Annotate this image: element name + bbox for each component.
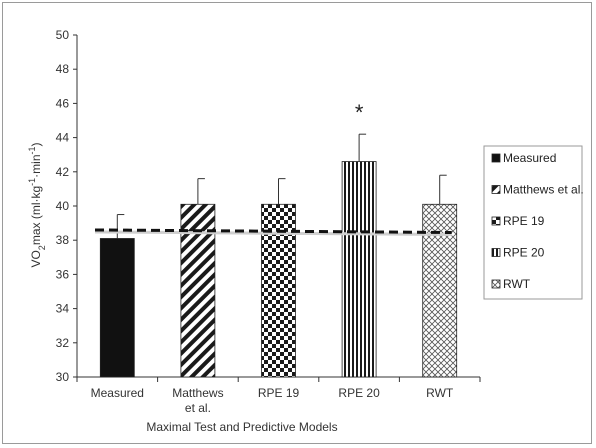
y-tick-label: 42 <box>56 165 70 179</box>
y-tick-labels: 30 32 34 36 38 40 42 44 46 48 50 <box>56 28 70 384</box>
error-bars <box>116 133 447 239</box>
y-tick-label: 34 <box>56 302 70 316</box>
category-label: Measured <box>91 386 144 400</box>
y-tick-label: 48 <box>56 62 70 76</box>
category-label: RPE 20 <box>338 386 380 400</box>
annotations: * <box>355 100 364 125</box>
axes <box>73 34 481 382</box>
significance-asterisk: * <box>355 100 364 125</box>
svg-text:VO2max (ml·kg-1·min-1): VO2max (ml·kg-1·min-1) <box>27 142 47 267</box>
y-axis-title: VO2max (ml·kg-1·min-1) <box>27 142 47 267</box>
reference-line <box>94 228 452 237</box>
y-tick-label: 32 <box>56 336 70 350</box>
legend-label: RPE 20 <box>503 246 545 260</box>
y-tick-label: 50 <box>56 28 70 42</box>
category-label: Matthews <box>172 386 223 400</box>
reference-line-shadow <box>94 230 452 237</box>
y-tick-label: 44 <box>56 131 70 145</box>
chart-frame <box>2 2 592 444</box>
legend-label: Measured <box>503 151 556 165</box>
legend-label: RWT <box>503 277 531 291</box>
y-tick-label: 46 <box>56 96 70 110</box>
reference-line-dashed <box>94 228 452 235</box>
category-label: RWT <box>426 386 454 400</box>
bar-4 <box>422 203 458 378</box>
category-label: et al. <box>185 401 211 415</box>
legend-swatch-1 <box>491 185 501 194</box>
legend-label: Matthews et al. <box>503 183 584 197</box>
legend-swatch-4 <box>491 279 501 289</box>
legend-label: RPE 19 <box>503 214 545 228</box>
y-tick-label: 30 <box>56 370 70 384</box>
bar-0 <box>99 238 135 378</box>
legend-swatch-3 <box>491 248 501 257</box>
legend-swatch-2 <box>491 216 501 226</box>
y-tick-label: 40 <box>56 199 70 213</box>
y-tick-label: 38 <box>56 233 70 247</box>
y-tick-label: 36 <box>56 267 70 281</box>
legend-swatch-0 <box>491 153 501 163</box>
category-label: RPE 19 <box>258 386 300 400</box>
x-axis-title: Maximal Test and Predictive Models <box>146 420 337 434</box>
legend: Measured Matthews et al. RPE 19 RPE 20 RWT <box>483 145 584 300</box>
bar-3 <box>341 161 377 378</box>
